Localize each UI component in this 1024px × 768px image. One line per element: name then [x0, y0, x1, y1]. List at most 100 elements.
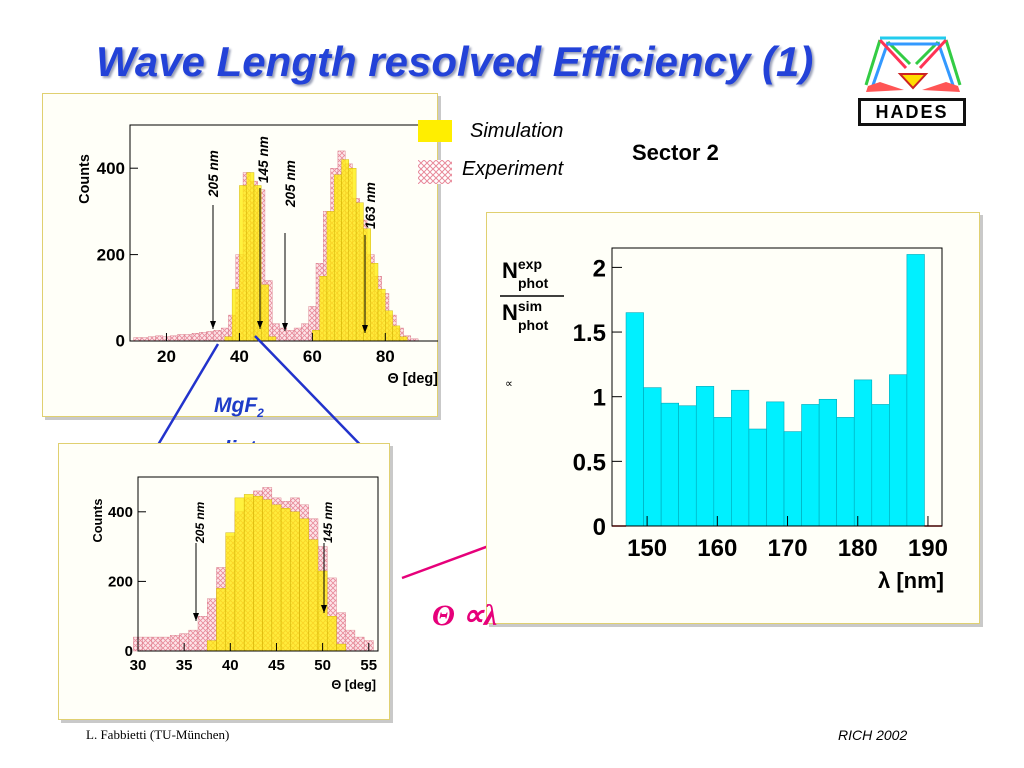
- ratio-bar: [731, 389, 750, 527]
- y-label-denominator: Nsim: [502, 298, 542, 325]
- y-label-num-sub: phot: [518, 275, 549, 291]
- y-tick-label: 0: [116, 332, 125, 351]
- y-label-num-sup: exp: [518, 256, 542, 272]
- ratio-bar: [625, 312, 644, 527]
- x-tick-label: 45: [268, 657, 285, 674]
- y-label-den-sub: phot: [518, 317, 549, 333]
- wavelength-annotation: 205 nm: [193, 501, 207, 544]
- simulation-bar: [234, 497, 245, 652]
- ratio-bar: [643, 387, 662, 527]
- wavelength-annotation: 145 nm: [256, 136, 271, 183]
- experiment-bar: [142, 636, 153, 652]
- ratio-bar: [678, 405, 697, 527]
- ratio-bar: [853, 379, 873, 527]
- proportional-symbol-small: ∝: [505, 378, 513, 390]
- x-tick-label: 40: [222, 657, 239, 674]
- legend-experiment-label: Experiment: [462, 158, 564, 180]
- ratio-bar: [748, 428, 767, 527]
- x-tick-label: 190: [908, 535, 948, 562]
- simulation-bar: [253, 495, 263, 652]
- y-label-den-n: N: [502, 300, 518, 325]
- simulation-bar: [317, 570, 328, 652]
- y-tick-label: 0: [593, 514, 606, 541]
- mgf2-label: MgF2: [214, 394, 264, 420]
- ratio-bar: [695, 386, 715, 527]
- sector-label: Sector 2: [632, 140, 719, 165]
- simulation-bar: [280, 508, 291, 652]
- legend-simulation-swatch: [418, 120, 452, 142]
- y-label-den-sup: sim: [518, 298, 542, 314]
- x-tick-label: 20: [157, 347, 176, 366]
- x-axis-label: λ [nm]: [878, 568, 944, 593]
- footer-conference: RICH 2002: [838, 727, 908, 743]
- y-axis-label: Counts: [90, 499, 105, 543]
- y-axis-label: Counts: [77, 154, 93, 204]
- top-histogram-chart: 20 40 60 80 0 200 400 Θ [deg] Counts 205 nm 145 nm…: [77, 124, 438, 387]
- slide-title: Wave Length resolved Efficiency (1): [96, 38, 814, 85]
- zoom-histogram-chart: 30 35 40 45 50 55 0 200 400 Θ [deg] Counts 205 nm 14…: [90, 476, 379, 692]
- y-tick-label: 200: [97, 245, 125, 264]
- y-tick-label: 2: [593, 255, 606, 282]
- x-tick-label: 50: [314, 657, 331, 674]
- x-tick-label: 180: [838, 535, 878, 562]
- arrow-head: [257, 321, 263, 329]
- y-label-num-n: N: [502, 258, 518, 283]
- x-tick-label: 150: [627, 535, 667, 562]
- x-tick-label: 30: [130, 657, 147, 674]
- ratio-bar: [889, 374, 908, 527]
- x-tick-label: 40: [230, 347, 249, 366]
- experiment-bar: [160, 636, 171, 652]
- mgf-text: MgF: [214, 394, 258, 417]
- ratio-bar: [836, 417, 855, 527]
- ratio-bar: [818, 398, 837, 527]
- plot-frame: [611, 247, 943, 527]
- theta-proportional-lambda: Θ ∝λ: [432, 599, 498, 632]
- arrow-head: [282, 323, 288, 331]
- legend-simulation-label: Simulation: [470, 120, 564, 142]
- ratio-bar: [801, 404, 820, 527]
- simulation-bar: [299, 518, 309, 652]
- arrow-head: [193, 613, 199, 621]
- hades-logo-text: HADES: [858, 98, 966, 126]
- x-tick-label: 80: [376, 347, 395, 366]
- arrow-head: [362, 325, 368, 333]
- y-tick-label: 0.5: [573, 449, 606, 476]
- ratio-bar: [713, 417, 732, 527]
- wavelength-annotation: 145 nm: [321, 501, 335, 543]
- simulation-bar: [271, 504, 282, 652]
- y-tick-label: 1.5: [573, 320, 606, 347]
- simulation-bar: [308, 539, 319, 652]
- ratio-bar: [766, 401, 785, 527]
- y-label-numerator: Nexp: [502, 256, 542, 283]
- legend-experiment-swatch: [418, 160, 452, 184]
- y-tick-label: 1: [593, 385, 606, 412]
- experiment-bar: [345, 629, 356, 652]
- simulation-bar: [262, 499, 273, 652]
- simulation-bar: [207, 640, 217, 652]
- x-tick-label: 35: [176, 657, 193, 674]
- experiment-bar: [354, 636, 365, 652]
- simulation-bar: [336, 643, 346, 652]
- wavelength-annotation: 163 nm: [363, 182, 378, 229]
- wavelength-annotation: 205 nm: [206, 150, 221, 198]
- x-axis-label: Θ [deg]: [331, 677, 376, 692]
- experiment-bar: [197, 615, 208, 652]
- arrow-head: [321, 605, 327, 613]
- x-tick-label: 60: [303, 347, 322, 366]
- arrow-head: [210, 321, 216, 329]
- hades-logo-graphic: [864, 36, 962, 92]
- y-tick-label: 200: [108, 573, 133, 590]
- footer-author: L. Fabbietti (TU-München): [86, 727, 230, 742]
- y-tick-label: 400: [108, 504, 133, 521]
- simulation-bar: [243, 494, 254, 652]
- simulation-bar: [290, 511, 300, 652]
- ratio-bar: [783, 431, 802, 527]
- experiment-bar: [170, 635, 180, 652]
- ratio-bar: [660, 402, 680, 527]
- y-tick-label: 0: [125, 643, 133, 660]
- simulation-bar: [327, 615, 337, 652]
- simulation-bar: [216, 588, 226, 652]
- experiment-bar: [151, 636, 162, 652]
- wavelength-annotation: 205 nm: [283, 160, 298, 208]
